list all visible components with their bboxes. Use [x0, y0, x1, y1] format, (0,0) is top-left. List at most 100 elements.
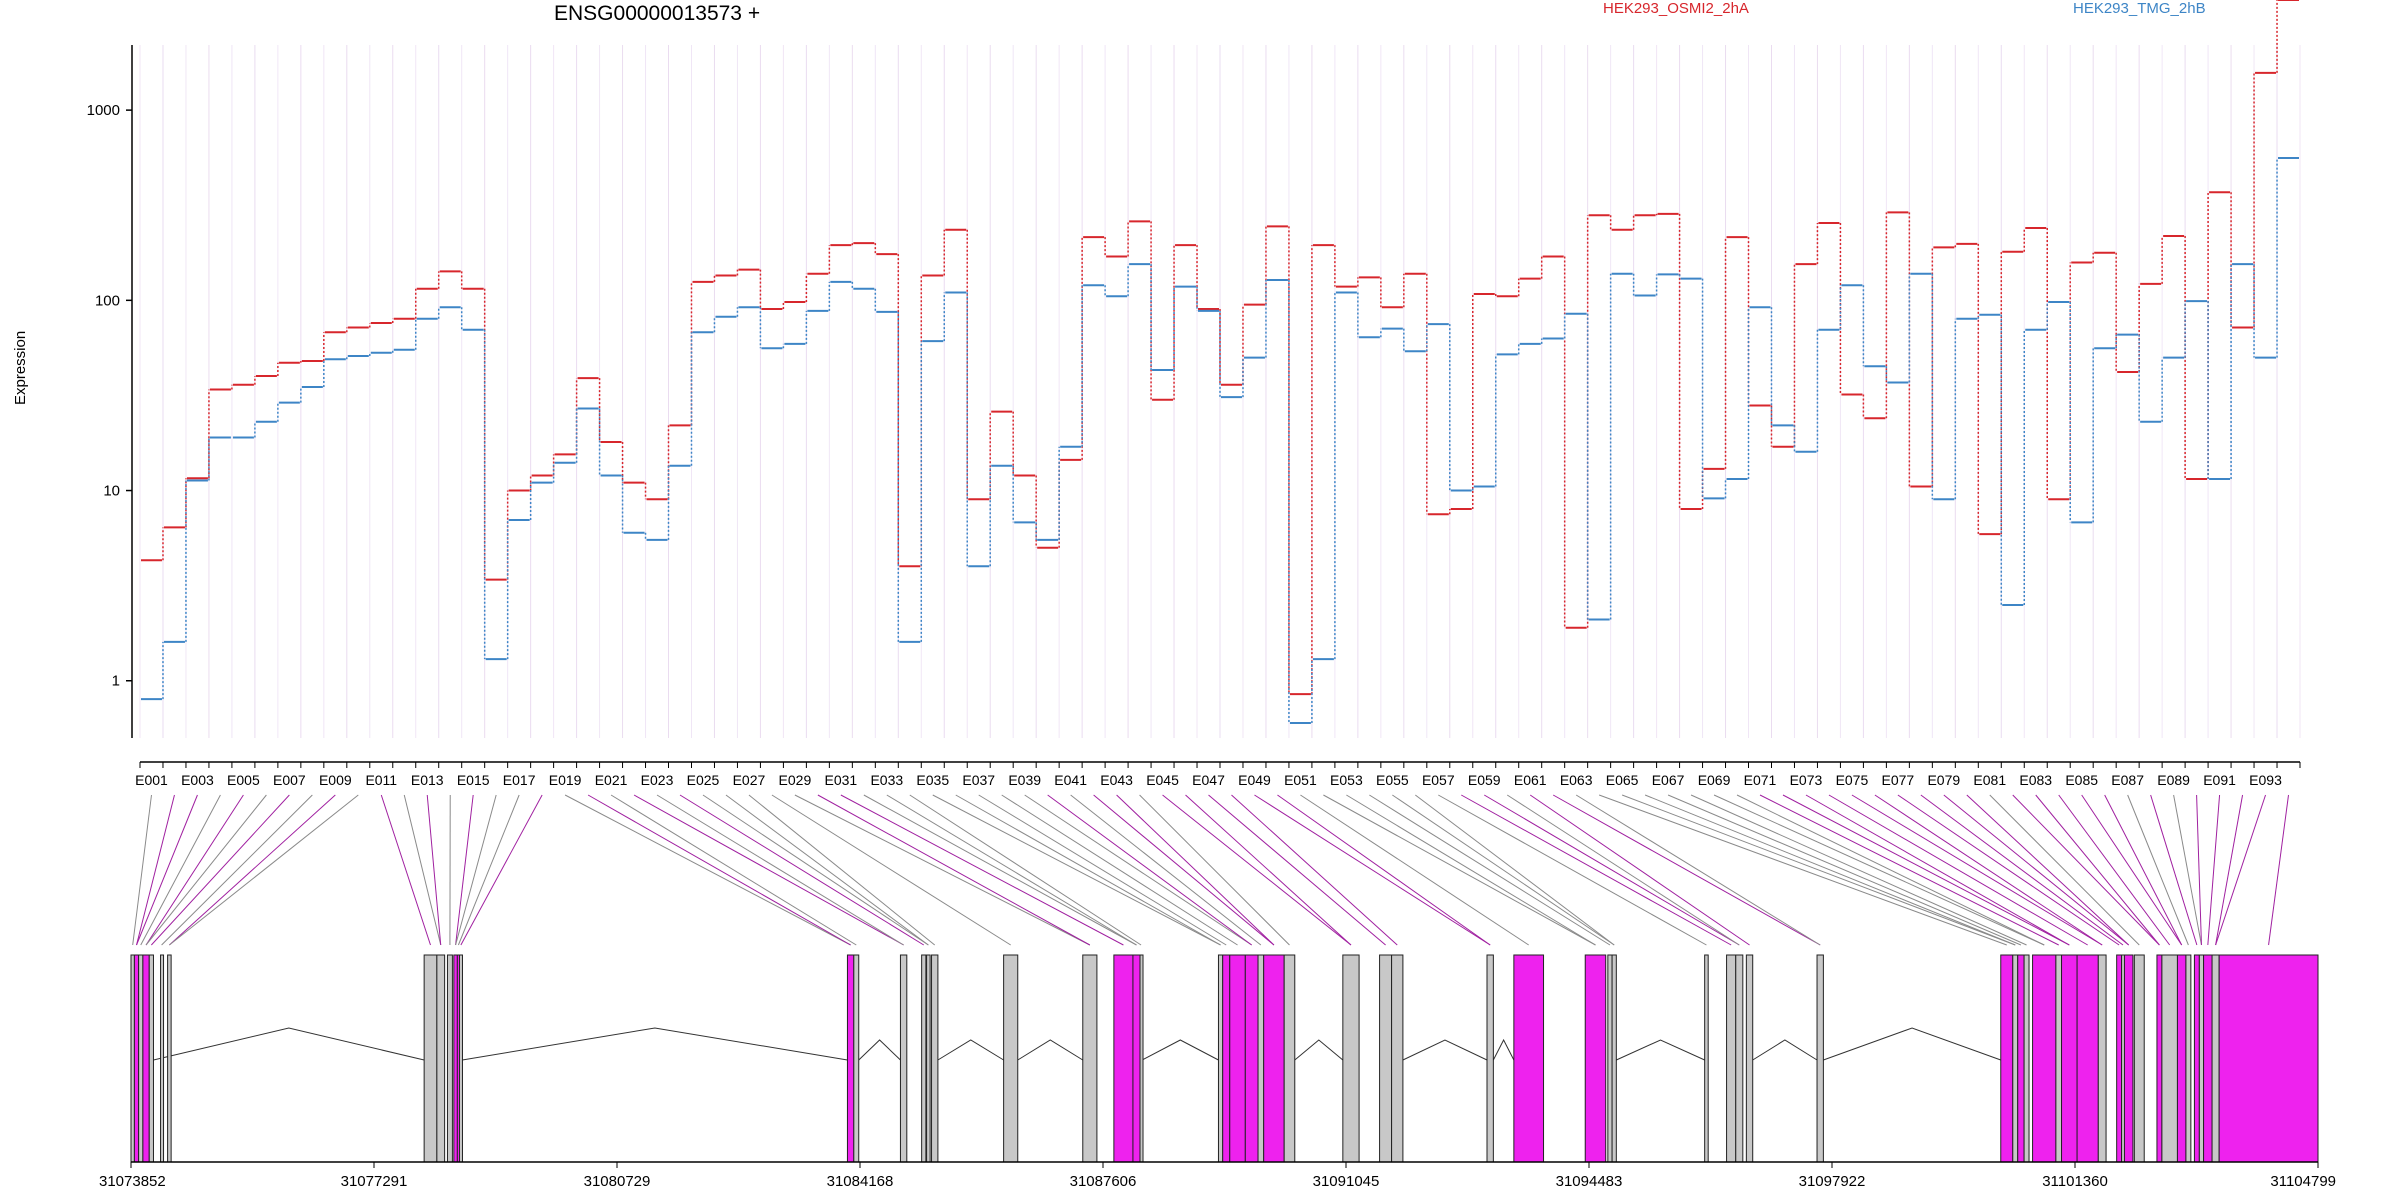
exon-guide-line: [656, 794, 904, 946]
exon-guide-line: [169, 794, 359, 946]
x-tick-label: E037: [962, 772, 995, 788]
exon-guide-line: [1024, 794, 1252, 946]
y-tick-label: 100: [95, 292, 120, 309]
exon-guide-line: [863, 794, 1137, 946]
coordinate-label: 31084168: [827, 1173, 894, 1190]
exon-guide-line: [1874, 794, 2103, 946]
exon-guide-line: [1644, 794, 2016, 946]
exon-guide-line: [455, 794, 474, 946]
exon-guide-line: [610, 794, 857, 946]
x-tick-label: E021: [595, 772, 628, 788]
x-tick-label: E079: [1927, 772, 1960, 788]
exon-guide-line: [1897, 794, 2120, 946]
intron-connector: [1492, 1038, 1515, 1061]
intron-connector: [1017, 1039, 1084, 1061]
exon-guide-line: [2058, 794, 2171, 946]
x-tick-label: E065: [1606, 772, 1639, 788]
exon-guide-line: [794, 794, 1091, 946]
exon-bin-highlighted: [1584, 954, 1607, 1163]
x-tick-label: E071: [1744, 772, 1777, 788]
x-tick-label: E069: [1698, 772, 1731, 788]
x-tick-label: E013: [411, 772, 444, 788]
series-b: [141, 157, 2299, 724]
coordinate-label: 31091045: [1313, 1173, 1380, 1190]
x-tick-label: E067: [1652, 772, 1685, 788]
exon-bin: [1735, 954, 1744, 1163]
intron-connector: [1141, 1039, 1219, 1061]
exon-bin: [1283, 954, 1296, 1163]
exon-bin: [130, 954, 135, 1163]
exon-bin: [1257, 954, 1265, 1163]
y-tick-label: 1: [112, 673, 120, 690]
x-axis-ticks: E001 E003 E005 E007 E009 E011 E013 E015 E017 E019…: [135, 761, 2301, 788]
exon-bin: [1486, 954, 1494, 1163]
exon-guide-line: [2127, 794, 2189, 946]
exon-bin: [2097, 954, 2107, 1163]
exon-guide-line: [2215, 794, 2244, 946]
exon-guide-line: [840, 794, 1124, 946]
exon-guide-line: [1920, 794, 2124, 946]
x-tick-label: E033: [870, 772, 903, 788]
coordinate-label: 31077291: [341, 1173, 408, 1190]
exon-bin-highlighted: [1113, 954, 1134, 1163]
exon-bin: [1745, 954, 1754, 1163]
x-tick-label: E039: [1008, 772, 1041, 788]
exon-guide-line: [748, 794, 936, 946]
legend-entry-series-a: HEK293_OSMI2_2hA: [1603, 0, 1749, 17]
exon-bin-highlighted: [2076, 954, 2099, 1163]
exon-bin: [2133, 954, 2145, 1163]
exon-bin-highlighted: [1132, 954, 1141, 1163]
x-tick-label: E043: [1100, 772, 1133, 788]
x-tick-label: E075: [1836, 772, 1869, 788]
exon-bin: [446, 954, 453, 1163]
exon-bin-highlighted: [2000, 954, 2014, 1163]
exon-bin: [853, 954, 860, 1163]
exon-guide-line: [136, 794, 175, 946]
exon-bin: [167, 954, 172, 1163]
exon-bin-highlighted: [1229, 954, 1246, 1163]
exon-guide-line: [1552, 794, 1821, 946]
exon-guide-line: [2207, 794, 2221, 946]
coordinate-label: 31104799: [2270, 1173, 2336, 1190]
exon-guide-line: [1943, 794, 2129, 946]
exon-guide-line: [457, 794, 520, 946]
coordinate-label: 31080729: [584, 1173, 651, 1190]
exon-guide-line: [150, 794, 290, 946]
exon-bin: [160, 954, 165, 1163]
x-tick-label: E081: [1973, 772, 2006, 788]
exon-guide-line: [771, 794, 1011, 946]
genomic-coordinate-axis: 31073852 31077291 31080729 31084168 31087606…: [99, 1161, 2336, 1190]
x-tick-label: E061: [1514, 772, 1547, 788]
exon-guide-line: [1461, 794, 1732, 946]
exon-bin: [1217, 954, 1224, 1163]
intron-connector: [1402, 1039, 1488, 1061]
exon-guide-line: [1989, 794, 2140, 946]
exon-guide-line: [1369, 794, 1611, 946]
x-tick-label: E029: [779, 772, 812, 788]
exon-bin: [1704, 954, 1709, 1163]
x-tick-label: E077: [1882, 772, 1915, 788]
x-tick-label: E003: [181, 772, 214, 788]
exon-bin-highlighted: [2176, 954, 2187, 1163]
exon-guide-line: [2215, 794, 2267, 946]
exon-guide-line: [1966, 794, 2130, 946]
exon-bin: [1607, 954, 1613, 1163]
exon-guide-line: [1598, 794, 2007, 946]
exon-bin: [2185, 954, 2192, 1163]
x-tick-label: E073: [1790, 772, 1823, 788]
exon-bin-highlighted: [142, 954, 150, 1163]
exon-guide-line: [380, 794, 431, 946]
x-tick-label: E011: [365, 772, 397, 788]
x-tick-label: E015: [457, 772, 490, 788]
x-tick-label: E017: [503, 772, 536, 788]
exon-guide-line: [1828, 794, 2088, 946]
exon-guide-line: [1782, 794, 2070, 946]
exon-bin: [1391, 954, 1404, 1163]
exon-guide-line: [1759, 794, 2059, 946]
x-tick-label: E023: [641, 772, 674, 788]
exon-guide-line: [2196, 794, 2202, 946]
exon-guide-line: [978, 794, 1227, 946]
exon-bin-highlighted: [2203, 954, 2213, 1163]
exon-bin-highlighted: [2032, 954, 2057, 1163]
exon-guide-line: [1805, 794, 2070, 946]
